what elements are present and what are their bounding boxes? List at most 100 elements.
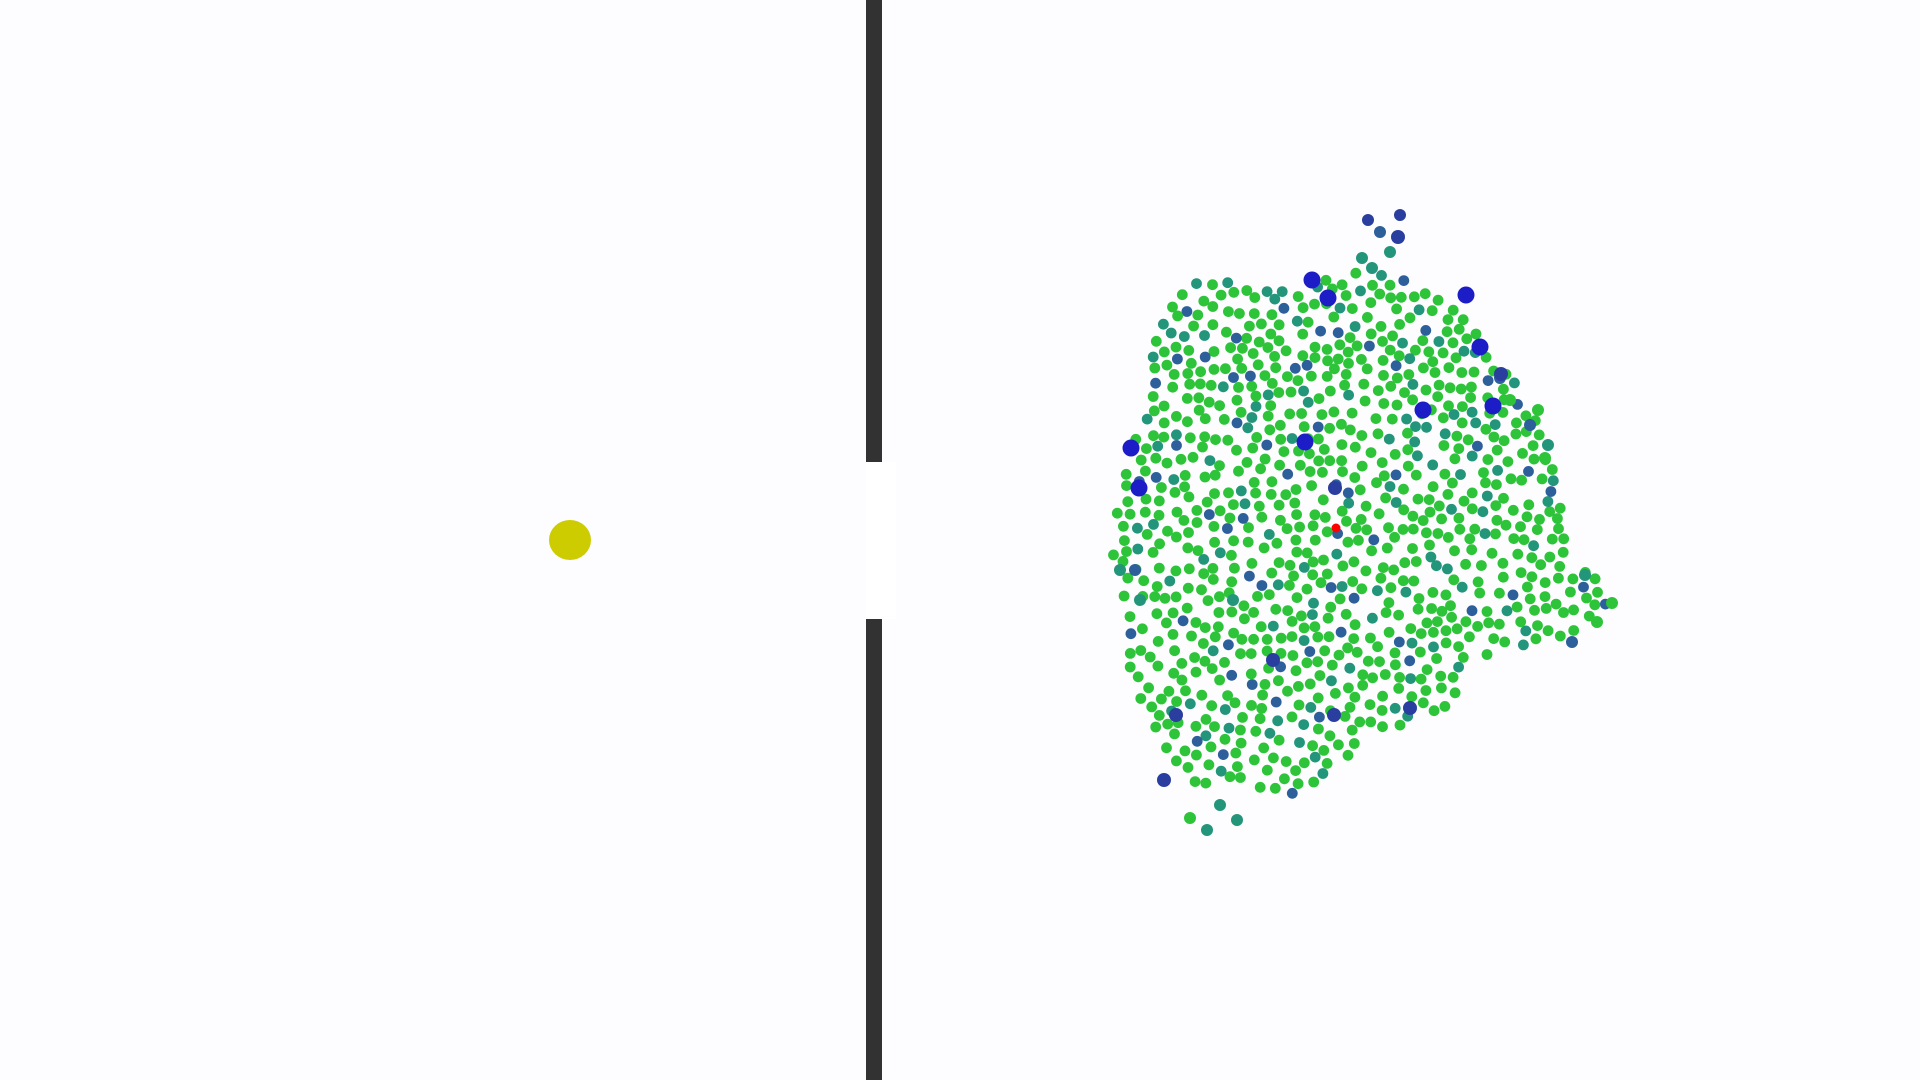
swarm-agent: [1228, 286, 1240, 298]
swarm-agent: [1309, 352, 1321, 363]
swarm-agent: [1456, 581, 1468, 593]
swarm-agent: [1229, 562, 1240, 574]
swarm-agent: [1162, 718, 1174, 730]
swarm-agent: [1511, 417, 1522, 429]
swarm-agent: [1385, 380, 1397, 392]
swarm-agent: [1410, 469, 1422, 481]
swarm-agent: [1218, 414, 1230, 425]
swarm-agent: [1267, 620, 1279, 632]
swarm-agent: [1389, 647, 1401, 659]
swarm-agent: [1442, 489, 1454, 500]
swarm-agent: [1343, 389, 1354, 401]
swarm-agent: [1167, 301, 1178, 313]
swarm-agent: [1168, 474, 1180, 485]
swarm-agent: [1121, 546, 1132, 557]
swarm-agent: [1402, 444, 1414, 456]
swarm-agent: [1307, 556, 1319, 568]
swarm-agent: [1199, 330, 1210, 341]
swarm-agent: [1238, 600, 1250, 612]
swarm-agent: [1265, 489, 1277, 500]
swarm-agent: [1336, 439, 1348, 450]
swarm-agent: [1119, 535, 1130, 546]
swarm-agent: [1228, 535, 1239, 547]
swarm-agent: [1187, 451, 1199, 463]
swarm-agent-outlier: [1169, 708, 1183, 722]
swarm-agent-outlier: [1457, 286, 1475, 304]
swarm-agent: [1405, 623, 1417, 634]
swarm-agent: [1535, 559, 1547, 571]
swarm-agent: [1348, 556, 1360, 568]
swarm-agent: [1132, 671, 1144, 683]
swarm-agent: [1206, 700, 1218, 712]
swarm-agent: [1261, 645, 1273, 657]
swarm-agent: [1344, 701, 1356, 713]
swarm-agent: [1510, 428, 1522, 440]
swarm-agent: [1539, 452, 1551, 464]
swarm-agent: [1489, 419, 1501, 430]
swarm-agent: [1314, 711, 1325, 723]
swarm-agent: [1137, 623, 1148, 635]
swarm-agent: [1494, 587, 1505, 599]
swarm-agent: [1520, 625, 1532, 637]
swarm-agent-outlier: [1122, 439, 1140, 457]
swarm-agent: [1149, 362, 1161, 374]
swarm-agent: [1153, 710, 1165, 721]
swarm-agent: [1161, 742, 1172, 754]
swarm-agent: [1184, 812, 1196, 824]
swarm-agent: [1309, 621, 1321, 633]
swarm-agent: [1472, 440, 1483, 452]
swarm-agent: [1421, 421, 1432, 433]
swarm-agent: [1198, 554, 1210, 565]
swarm-agent: [1383, 597, 1395, 609]
swarm-agent: [1217, 381, 1229, 393]
swarm-agent: [1375, 572, 1387, 584]
swarm-agent: [1336, 418, 1347, 430]
swarm-agent: [1307, 520, 1319, 532]
swarm-agent: [1245, 648, 1257, 659]
swarm-agent: [1393, 609, 1404, 621]
swarm-agent: [1367, 279, 1378, 291]
swarm-agent: [1236, 633, 1248, 645]
swarm-agent: [1266, 378, 1278, 389]
swarm-agent: [1111, 507, 1123, 519]
swarm-agent: [1255, 621, 1267, 633]
swarm-agent: [1214, 505, 1226, 517]
swarm-agent: [1334, 593, 1346, 605]
swarm-agent: [1282, 371, 1293, 382]
swarm-agent: [1377, 690, 1388, 702]
swarm-agent: [1532, 620, 1543, 631]
swarm-agent: [1356, 252, 1368, 264]
swarm-agent: [1249, 292, 1261, 303]
swarm-agent: [1176, 674, 1188, 686]
swarm-agent: [1190, 666, 1202, 678]
swarm-agent: [1366, 262, 1378, 274]
swarm-agent: [1200, 730, 1212, 742]
swarm-agent: [1337, 560, 1349, 572]
swarm-agent: [1360, 500, 1372, 512]
swarm-agent: [1524, 419, 1536, 431]
swarm-agent: [1203, 396, 1215, 408]
swarm-agent: [1261, 439, 1273, 451]
swarm-agent: [1380, 492, 1391, 504]
swarm-agent: [1161, 457, 1173, 469]
swarm-agent: [1393, 350, 1405, 362]
swarm-agent: [1144, 651, 1156, 663]
swarm-agent: [1355, 285, 1366, 297]
swarm-agent: [1331, 548, 1343, 560]
swarm-agent: [1153, 509, 1165, 521]
swarm-agent: [1350, 522, 1362, 534]
swarm-agent: [1164, 575, 1176, 587]
swarm-agent: [1271, 537, 1283, 549]
swarm-agent: [1348, 633, 1360, 644]
swarm-agent: [1329, 363, 1340, 375]
swarm-agent: [1469, 523, 1481, 535]
swarm-agent: [1242, 422, 1254, 434]
swarm-agent: [1424, 539, 1435, 551]
swarm-agent: [1261, 764, 1273, 776]
swarm-agent: [1312, 692, 1324, 704]
swarm-agent: [1449, 453, 1461, 465]
swarm-agent: [1184, 378, 1196, 390]
swarm-agent: [1263, 529, 1275, 540]
swarm-agent: [1399, 387, 1410, 398]
